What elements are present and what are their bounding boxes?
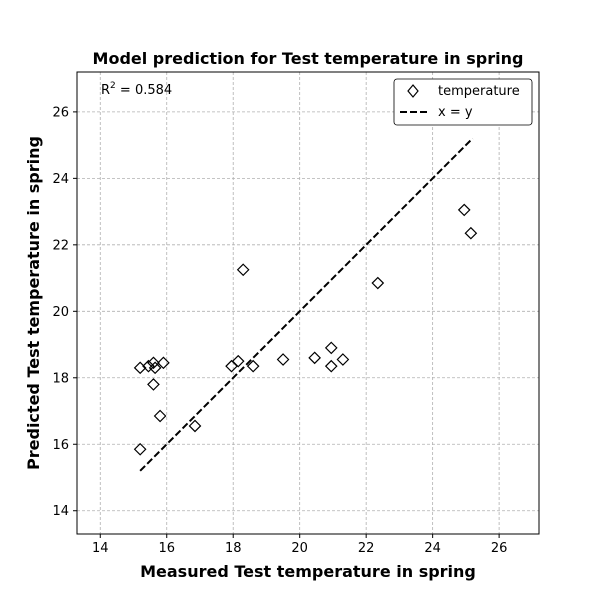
legend: temperature x = y [393,78,533,126]
data-point [324,341,338,355]
legend-label-identity: x = y [438,105,473,120]
legend-label-temperature: temperature [438,84,520,99]
x-tick-label: 18 [225,541,242,556]
y-tick-label: 20 [52,305,69,320]
y-tick-label: 22 [52,238,69,253]
y-tick-label: 18 [52,371,69,386]
legend-marker-temperature [407,84,419,98]
data-point [133,442,147,456]
x-axis-label: Measured Test temperature in spring [140,562,476,581]
chart-title: Model prediction for Test temperature in… [93,49,524,68]
plot-frame [76,71,540,535]
y-tick-label: 14 [52,504,69,519]
data-point [371,276,385,290]
x-tick-label: 16 [158,541,175,556]
y-tick-label: 26 [52,105,69,120]
r-squared-value: = 0.584 [116,83,172,98]
axis-ticks: 14 16 18 20 22 24 26 14 16 18 20 22 24 26 [52,105,507,556]
data-point [324,359,338,373]
y-tick-label: 16 [52,438,69,453]
r-squared-annotation: R2 = 0.584 [101,81,172,98]
y-axis-label: Predicted Test temperature in spring [24,136,43,470]
data-point [188,419,202,433]
data-point [147,378,160,391]
data-point [457,203,471,217]
data-point [246,359,260,373]
data-point [147,356,160,370]
data-point [308,351,321,365]
data-point [157,356,170,370]
x-tick-label: 20 [291,541,308,556]
y-tick-label: 24 [52,172,69,187]
x-tick-label: 22 [358,541,375,556]
data-point [142,359,155,373]
data-point [276,353,290,366]
r-squared-symbol: R [101,83,110,98]
identity-line [139,137,474,472]
legend-box [393,78,533,126]
grid-lines [77,72,539,534]
data-point [148,361,162,375]
data-point [231,354,245,368]
data-point [464,226,478,240]
data-point [336,353,350,366]
data-point [153,409,167,423]
r-squared-exponent: 2 [110,81,116,91]
x-tick-label: 14 [92,541,109,556]
x-tick-label: 26 [491,541,508,556]
plot-area [133,100,478,472]
data-point [236,263,250,277]
x-tick-label: 24 [424,541,441,556]
